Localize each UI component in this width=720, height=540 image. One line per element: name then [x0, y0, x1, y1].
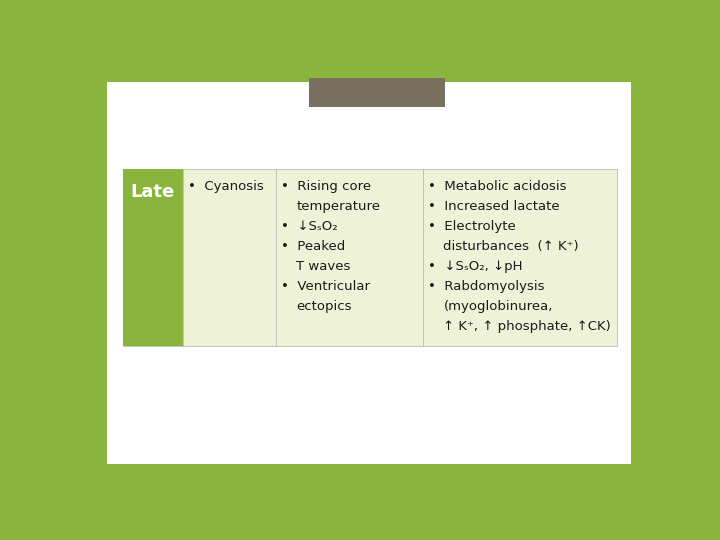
Text: •  Metabolic acidosis: • Metabolic acidosis	[428, 179, 567, 193]
Text: ectopics: ectopics	[296, 300, 351, 313]
Text: •  Ventricular: • Ventricular	[281, 280, 369, 293]
FancyBboxPatch shape	[122, 168, 183, 346]
Text: •  Rabdomyolysis: • Rabdomyolysis	[428, 280, 544, 293]
FancyBboxPatch shape	[309, 78, 444, 107]
FancyBboxPatch shape	[122, 168, 617, 346]
Text: (myoglobinurea,: (myoglobinurea,	[444, 300, 553, 313]
Text: •  Electrolyte: • Electrolyte	[428, 220, 516, 233]
Text: disturbances  (↑ K⁺): disturbances (↑ K⁺)	[444, 240, 579, 253]
Text: •  Rising core: • Rising core	[281, 179, 371, 193]
FancyBboxPatch shape	[107, 82, 631, 464]
Text: ↑ K⁺, ↑ phosphate, ↑CK): ↑ K⁺, ↑ phosphate, ↑CK)	[444, 320, 611, 333]
Text: •  Peaked: • Peaked	[281, 240, 345, 253]
Text: Late: Late	[130, 183, 175, 201]
Text: T waves: T waves	[296, 260, 351, 273]
Text: temperature: temperature	[296, 200, 380, 213]
Text: •  ↓SₛO₂: • ↓SₛO₂	[281, 220, 337, 233]
Text: •  Increased lactate: • Increased lactate	[428, 200, 559, 213]
Text: •  Cyanosis: • Cyanosis	[188, 179, 264, 193]
Text: •  ↓SₛO₂, ↓pH: • ↓SₛO₂, ↓pH	[428, 260, 523, 273]
